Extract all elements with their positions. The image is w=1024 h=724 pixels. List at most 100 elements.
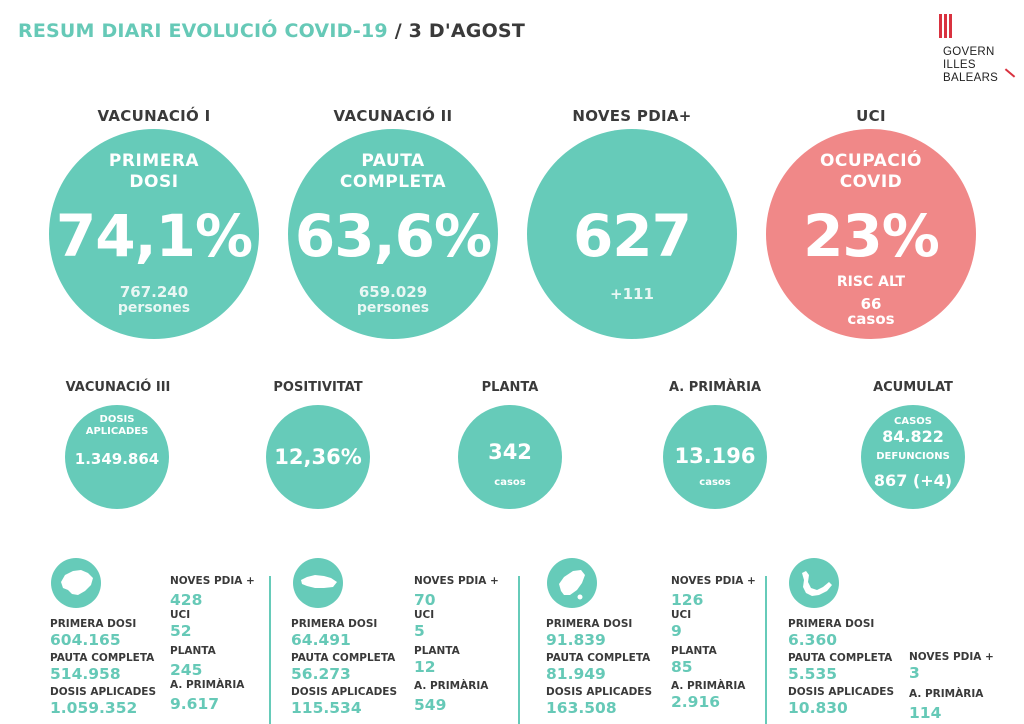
govern-logo: GOVERN ILLES BALEARS: [936, 14, 1016, 92]
title-date: 3 D'AGOST: [408, 20, 525, 42]
formentera-noves-pdia-label: NOVES PDIA +: [909, 651, 994, 663]
vacunacio-3-value: 1.349.864: [74, 450, 160, 468]
menorca-noves-pdia-label: NOVES PDIA +: [414, 575, 499, 587]
eivissa-uci-value: 9: [671, 622, 682, 640]
a-primaria-circle: 13.196 casos: [663, 405, 767, 509]
logo-slash-icon: [1004, 68, 1016, 78]
vacunacio-1-circle: PRIMERA DOSI 74,1% 767.240 persones: [49, 129, 259, 339]
uci-cases-count: 66: [860, 295, 882, 313]
eivissa-dosis-aplicades-label: DOSIS APLICADES: [546, 686, 653, 698]
eivissa-primera-dosi-value: 91.839: [546, 631, 606, 649]
menorca-dosis-aplicades-value: 115.534: [291, 699, 362, 717]
menorca-a-primaria-value: 549: [414, 696, 447, 714]
menorca-icon: [293, 558, 343, 608]
eivissa-planta-value: 85: [671, 658, 693, 676]
uci-label: UCI: [856, 107, 886, 125]
vacunacio-3-circle: DOSIS APLICADES 1.349.864: [65, 405, 169, 509]
formentera-a-primaria-label: A. PRIMÀRIA: [909, 688, 984, 700]
acumulat-deaths-label: DEFUNCIONS: [876, 451, 950, 462]
vacunacio-3-label: VACUNACIÓ III: [65, 380, 171, 395]
eivissa-pauta-completa-label: PAUTA COMPLETA: [546, 652, 651, 664]
eivissa-primera-dosi-label: PRIMERA DOSI: [546, 618, 633, 630]
eivissa-planta-label: PLANTA: [671, 645, 717, 657]
uci-head-1: OCUPACIÓ: [819, 151, 923, 171]
vacunacio-1-count: 767.240: [119, 283, 189, 301]
divider-1: [269, 576, 271, 724]
menorca-noves-pdia-value: 70: [414, 591, 436, 609]
vacunacio-2-head-2: COMPLETA: [339, 172, 447, 192]
mallorca-dosis-aplicades-value: 1.059.352: [50, 699, 138, 717]
planta-unit: casos: [494, 477, 526, 488]
vacunacio-3-small-2: APLICADES: [85, 426, 149, 437]
menorca-uci-value: 5: [414, 622, 425, 640]
eivissa-noves-pdia-label: NOVES PDIA +: [671, 575, 756, 587]
a-primaria-value: 13.196: [674, 444, 756, 468]
menorca-a-primaria-label: A. PRIMÀRIA: [414, 680, 489, 692]
menorca-primera-dosi-label: PRIMERA DOSI: [291, 618, 378, 630]
mallorca-planta-label: PLANTA: [170, 645, 216, 657]
vacunacio-1-percent: 74,1%: [55, 202, 253, 270]
mallorca-pauta-completa-value: 514.958: [50, 665, 121, 683]
mallorca-primera-dosi-value: 604.165: [50, 631, 121, 649]
vacunacio-3-small-1: DOSIS: [99, 414, 135, 425]
menorca-pauta-completa-value: 56.273: [291, 665, 351, 683]
a-primaria-label: A. PRIMÀRIA: [668, 380, 762, 395]
vacunacio-1-head-1: PRIMERA: [108, 151, 200, 171]
vacunacio-2-label: VACUNACIÓ II: [333, 107, 453, 125]
mallorca-dosis-aplicades-label: DOSIS APLICADES: [50, 686, 157, 698]
uci-cases-unit: casos: [847, 310, 895, 328]
eivissa-pauta-completa-value: 81.949: [546, 665, 606, 683]
logo-line-1: GOVERN: [943, 46, 995, 58]
page-title: RESUM DIARI EVOLUCIÓ COVID-19 / 3 D'AGOS…: [18, 19, 525, 43]
positivitat-circle: 12,36%: [266, 405, 370, 509]
menorca-planta-label: PLANTA: [414, 645, 460, 657]
uci-head-2: COVID: [839, 172, 903, 192]
menorca-uci-label: UCI: [414, 609, 435, 621]
formentera-pauta-completa-label: PAUTA COMPLETA: [788, 652, 893, 664]
acumulat-cases: 84.822: [882, 427, 944, 446]
mallorca-a-primaria-value: 9.617: [170, 695, 220, 713]
eivissa-noves-pdia-value: 126: [671, 591, 704, 609]
planta-label: PLANTA: [481, 380, 539, 395]
logo-line-2: ILLES: [943, 59, 976, 71]
menorca-pauta-completa-label: PAUTA COMPLETA: [291, 652, 396, 664]
divider-3: [765, 576, 767, 724]
title-separator: /: [394, 20, 402, 42]
mallorca-planta-value: 245: [170, 661, 203, 679]
noves-pdia-circle: 627 +111: [527, 129, 737, 339]
mallorca-uci-value: 52: [170, 622, 192, 640]
mallorca-a-primaria-label: A. PRIMÀRIA: [170, 679, 245, 691]
formentera-noves-pdia-value: 3: [909, 664, 920, 682]
menorca-primera-dosi-value: 64.491: [291, 631, 351, 649]
formentera-dosis-aplicades-label: DOSIS APLICADES: [788, 686, 895, 698]
vacunacio-2-percent: 63,6%: [294, 202, 492, 270]
mallorca-noves-pdia-label: NOVES PDIA +: [170, 575, 255, 587]
acumulat-cases-label: CASOS: [894, 416, 932, 427]
vacunacio-1-unit: persones: [117, 300, 191, 316]
vacunacio-2-count: 659.029: [358, 283, 428, 301]
uci-percent: 23%: [803, 202, 940, 270]
uci-risk-badge: RISC ALT: [836, 274, 906, 290]
acumulat-deaths: 867 (+4): [873, 471, 953, 490]
vacunacio-2-head-1: PAUTA: [361, 151, 425, 171]
formentera-primera-dosi-value: 6.360: [788, 631, 838, 649]
noves-pdia-label: NOVES PDIA+: [572, 107, 692, 125]
mallorca-icon: [51, 558, 101, 608]
eivissa-a-primaria-label: A. PRIMÀRIA: [671, 680, 746, 692]
eivissa-dosis-aplicades-value: 163.508: [546, 699, 617, 717]
menorca-dosis-aplicades-label: DOSIS APLICADES: [291, 686, 398, 698]
mallorca-primera-dosi-label: PRIMERA DOSI: [50, 618, 137, 630]
menorca-planta-value: 12: [414, 658, 436, 676]
vacunacio-2-unit: persones: [356, 300, 430, 316]
acumulat-label: ACUMULAT: [873, 380, 953, 395]
logo-line-3: BALEARS: [943, 72, 999, 84]
formentera-icon: [789, 558, 839, 608]
formentera-primera-dosi-label: PRIMERA DOSI: [788, 618, 875, 630]
planta-circle: 342 casos: [458, 405, 562, 509]
vacunacio-1-label: VACUNACIÓ I: [97, 107, 211, 125]
acumulat-circle: CASOS 84.822 DEFUNCIONS 867 (+4): [861, 405, 965, 509]
govern-logo-mark-icon: [939, 14, 955, 38]
mallorca-noves-pdia-value: 428: [170, 591, 203, 609]
vacunacio-1-head-2: DOSI: [129, 172, 179, 192]
positivitat-label: POSITIVITAT: [273, 380, 363, 395]
